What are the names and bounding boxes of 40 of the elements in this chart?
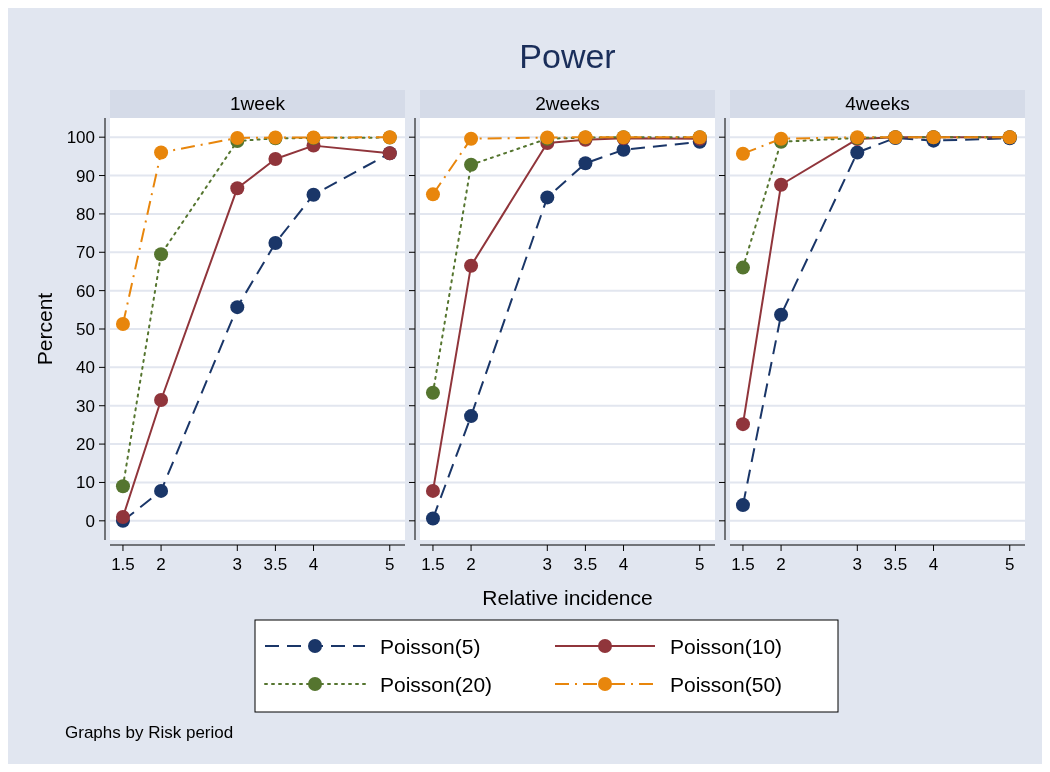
x-tick-label: 3 [232,555,243,574]
x-tick-label: 1.5 [421,555,445,574]
x-tick-label: 1.5 [111,555,135,574]
legend-label: Poisson(20) [380,673,493,696]
x-tick-label: 3.5 [263,555,288,574]
text: Graphs by Risk period [65,723,234,742]
chart-subtitle: 4weeks [845,93,910,114]
x-tick-label: 3 [852,555,863,574]
legend-label: Poisson(5) [380,635,481,658]
x-tick-label: 5 [385,555,395,574]
x-tick-label: 2 [156,555,166,574]
legend-label: Poisson(10) [670,635,783,658]
chart-subtitle: 2weeks [535,93,600,114]
y-tick-label: 100 [66,128,95,148]
x-tick-label: 4 [308,555,319,574]
y-tick-label: 30 [76,396,95,416]
x-tick-label: 5 [1005,555,1015,574]
y-tick-label: 0 [85,511,95,531]
y-tick-label: 20 [76,435,95,455]
y-tick-label: 10 [76,473,95,493]
x-tick-label: 3 [542,555,553,574]
y-tick-label: 50 [76,320,95,339]
x-tick-label: 3.5 [883,555,908,574]
x-tick-label: 1.5 [731,555,755,574]
y-tick-label: 70 [76,243,95,263]
y-axis-title: Percent [33,292,56,366]
y-tick-label: 80 [76,204,95,224]
chart-title: Power [519,37,616,75]
x-tick-label: 2 [776,555,786,574]
legend-label: Poisson(50) [670,673,783,696]
x-tick-label: 4 [928,555,939,574]
y-tick-label: 60 [76,281,95,301]
x-axis-title: Relative incidence [482,586,653,609]
y-tick-label: 90 [76,166,95,186]
chart-subtitle: 1week [230,93,286,114]
x-tick-label: 5 [695,555,705,574]
x-tick-label: 3.5 [573,555,598,574]
x-tick-label: 4 [618,555,629,574]
y-tick-label: 40 [76,358,95,378]
x-tick-label: 2 [466,555,476,574]
